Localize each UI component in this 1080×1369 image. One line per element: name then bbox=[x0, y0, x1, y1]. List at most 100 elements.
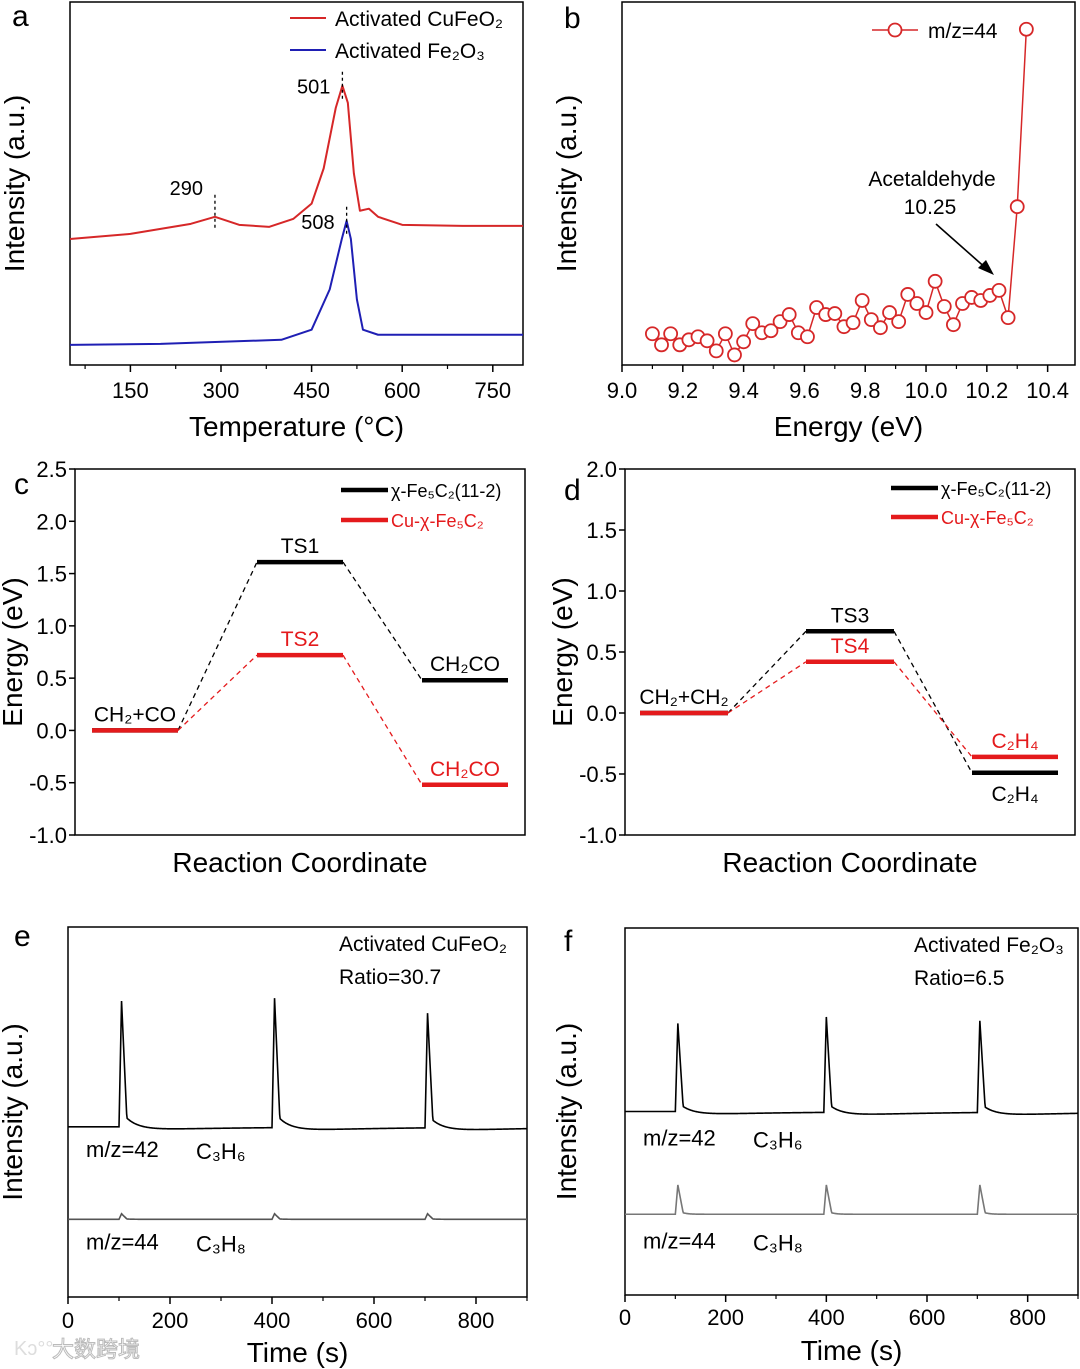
panel-title-line: Ratio=6.5 bbox=[914, 967, 1004, 990]
x-tick-label: 450 bbox=[293, 378, 330, 403]
species-label: C₃H₈ bbox=[196, 1231, 246, 1256]
y-tick-label: 0.0 bbox=[36, 718, 67, 743]
panel-label-d: d bbox=[564, 474, 581, 507]
data-point bbox=[945, 317, 961, 333]
x-tick-label: 600 bbox=[384, 378, 421, 403]
peak-label: 508 bbox=[301, 212, 334, 234]
y-axis-label: Intensity (a.u.) bbox=[551, 1023, 582, 1200]
legend-label: Activated Fe₂O₃ bbox=[335, 40, 485, 63]
y-axis-label: Intensity (a.u.) bbox=[0, 95, 30, 272]
connector-line bbox=[727, 661, 807, 714]
y-axis-label: Intensity (a.u.) bbox=[551, 95, 582, 272]
x-tick-label: 800 bbox=[458, 1308, 495, 1333]
series-line-1 bbox=[69, 219, 523, 346]
data-point bbox=[845, 315, 861, 331]
x-tick-label: 750 bbox=[474, 378, 511, 403]
x-tick-label: 9.0 bbox=[607, 378, 638, 403]
level-label: C₂H₄ bbox=[991, 730, 1038, 753]
series-line bbox=[651, 29, 1028, 357]
x-axis-label: Temperature (°C) bbox=[189, 411, 404, 442]
data-point bbox=[918, 305, 934, 320]
panel-c: c Energy (eV) Reaction Coordinate 2.5 2.0 1.5… bbox=[0, 457, 526, 878]
species-label: C₃H₆ bbox=[196, 1139, 246, 1164]
x-axis-label: Reaction Coordinate bbox=[172, 847, 427, 878]
x-tick-label: 600 bbox=[356, 1308, 393, 1333]
y-tick-label: 1.0 bbox=[36, 614, 67, 639]
level-label: CH₂+CO bbox=[94, 703, 176, 726]
x-tick-label: 600 bbox=[909, 1305, 946, 1330]
y-axis-label: Energy (eV) bbox=[547, 577, 578, 726]
level-label: TS1 bbox=[281, 535, 320, 558]
data-point bbox=[909, 296, 925, 311]
plot-frame bbox=[69, 1, 524, 366]
annotation-text: Acetaldehyde bbox=[868, 168, 995, 191]
series-line-0 bbox=[625, 1016, 1079, 1116]
panel-title-line: Activated Fe₂O₃ bbox=[914, 934, 1064, 957]
x-axis-label: Reaction Coordinate bbox=[722, 847, 977, 878]
series-line-1 bbox=[625, 1184, 1078, 1216]
x-tick-label: 0 bbox=[619, 1305, 631, 1330]
panel-label-c: c bbox=[14, 468, 29, 501]
y-tick-label: -1.0 bbox=[29, 823, 67, 848]
y-tick-label: 1.5 bbox=[36, 562, 67, 587]
x-tick-label: 200 bbox=[707, 1305, 744, 1330]
data-point bbox=[745, 316, 761, 332]
data-point bbox=[873, 320, 888, 336]
x-tick-label: 150 bbox=[112, 378, 149, 403]
panel-label-f: f bbox=[564, 925, 573, 958]
series-line-1 bbox=[68, 1212, 527, 1221]
peak-label: 290 bbox=[170, 178, 203, 200]
x-tick-label: 9.8 bbox=[850, 378, 881, 403]
data-point bbox=[645, 326, 660, 342]
panel-label-e: e bbox=[14, 920, 31, 953]
data-point bbox=[1018, 21, 1034, 37]
level-label: CH₂CO bbox=[430, 653, 500, 676]
legend-label: m/z=44 bbox=[928, 20, 998, 43]
x-tick-label: 9.2 bbox=[668, 378, 699, 403]
x-tick-label: 300 bbox=[203, 378, 240, 403]
annotation-arrow bbox=[935, 223, 989, 271]
data-point bbox=[708, 343, 724, 359]
data-point bbox=[699, 333, 715, 349]
species-label: C₃H₆ bbox=[753, 1128, 803, 1153]
x-tick-label: 10.4 bbox=[1026, 378, 1069, 403]
y-axis-label: Intensity (a.u.) bbox=[0, 1023, 28, 1200]
level-label: TS4 bbox=[831, 635, 870, 658]
x-tick-label: 10.0 bbox=[905, 378, 948, 403]
y-tick-label: -0.5 bbox=[29, 771, 67, 796]
connector-line bbox=[342, 561, 423, 681]
panel-f: f Intensity (a.u.) Time (s) 0 200 400 600 800 Ac… bbox=[551, 925, 1079, 1366]
data-point bbox=[781, 307, 797, 322]
data-point bbox=[1000, 310, 1016, 326]
panel-a: a Intensity (a.u.) Temperature (°C) 150 300 4… bbox=[0, 0, 524, 442]
data-point bbox=[936, 299, 952, 314]
data-point bbox=[854, 293, 870, 308]
data-point bbox=[891, 314, 907, 330]
legend-label: Cu-χ-Fe₅C₂ bbox=[391, 511, 484, 531]
data-point bbox=[882, 305, 897, 320]
y-tick-label: 1.0 bbox=[586, 579, 617, 604]
panel-title-line: Ratio=30.7 bbox=[339, 966, 441, 989]
plot-frame bbox=[621, 1, 1076, 366]
level-label: TS3 bbox=[831, 604, 870, 627]
panel-title-line: Activated CuFeO₂ bbox=[339, 933, 507, 956]
data-point bbox=[800, 329, 815, 345]
y-tick-label: 2.5 bbox=[36, 457, 67, 482]
series-label: m/z=44 bbox=[86, 1229, 159, 1254]
x-tick-label: 200 bbox=[152, 1308, 189, 1333]
y-tick-label: 2.0 bbox=[586, 457, 617, 482]
level-label: CH₂+CH₂ bbox=[639, 686, 728, 709]
panel-label-b: b bbox=[564, 2, 581, 35]
species-label: C₃H₈ bbox=[753, 1230, 803, 1255]
data-point bbox=[863, 312, 879, 328]
data-point bbox=[663, 326, 679, 342]
connector-line bbox=[893, 630, 973, 774]
x-tick-label: 800 bbox=[1009, 1305, 1046, 1330]
watermark-text: 大数跨境 bbox=[52, 1337, 140, 1362]
y-tick-label: 0.5 bbox=[586, 640, 617, 665]
panel-e: e Intensity (a.u.) Time (s) 0 200 400 600 800 Ac… bbox=[0, 920, 528, 1368]
y-tick-label: -0.5 bbox=[579, 762, 617, 787]
legend-label: χ-Fe₅C₂(11-2) bbox=[941, 479, 1051, 499]
series-line-0 bbox=[68, 998, 528, 1131]
y-axis-label: Energy (eV) bbox=[0, 577, 28, 726]
